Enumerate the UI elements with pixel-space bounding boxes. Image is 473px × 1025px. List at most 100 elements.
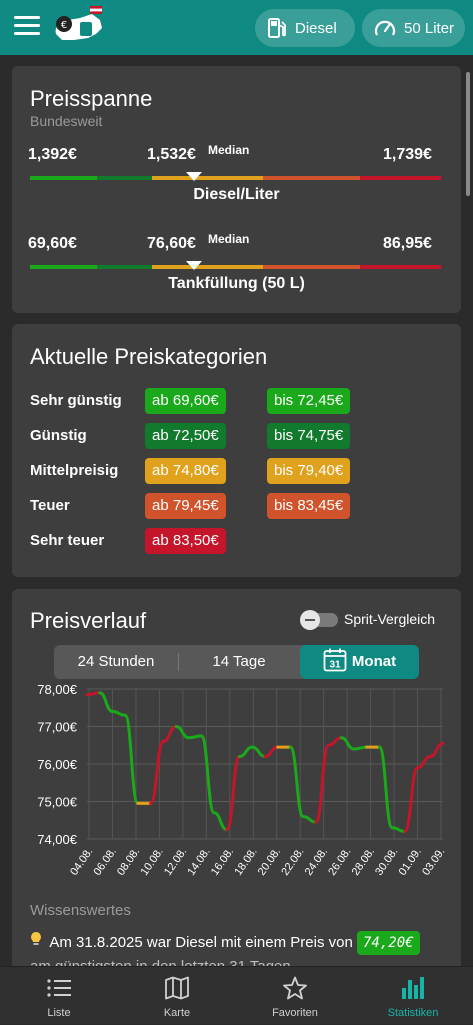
price-range-subtitle: Bundesweit	[30, 113, 103, 129]
category-from-chip: ab 79,45€	[145, 493, 226, 519]
compare-toggle[interactable]	[300, 610, 338, 630]
menu-icon[interactable]	[14, 16, 40, 38]
x-tick-label: 06.08.	[92, 846, 119, 878]
x-tick-label: 26.08.	[326, 846, 353, 878]
price-line-segment	[352, 745, 369, 751]
lightbulb-icon	[30, 931, 46, 955]
nav-label: Favoriten	[272, 1007, 318, 1019]
price-line-segment	[212, 811, 229, 832]
x-tick-label: 18.08.	[232, 846, 259, 878]
tab-14-tage[interactable]: 14 Tage	[212, 653, 266, 670]
bar-chart-icon	[402, 977, 424, 999]
liter-median-marker	[186, 172, 202, 181]
nav-item-karte[interactable]: Karte	[118, 967, 236, 1025]
x-tick-label: 12.08.	[162, 846, 189, 878]
app-logo: €	[55, 6, 102, 40]
price-line-segment	[123, 713, 140, 805]
category-label: Teuer	[30, 497, 70, 514]
price-history-chart: 78,00€ 77,00€ 76,00€ 75,00€ 74,00€04.08.06.0…	[37, 682, 447, 878]
category-row: Sehr günstig ab 69,60€ bis 72,45€	[30, 388, 450, 414]
liter-max-price: 1,739€	[383, 146, 432, 163]
volume-label: 50 Liter	[404, 19, 455, 37]
price-line-segment	[110, 710, 127, 717]
liter-price-bar	[30, 176, 441, 180]
x-tick-label: 14.08.	[185, 846, 212, 878]
price-line-segment	[288, 745, 305, 818]
star-icon	[283, 976, 307, 1000]
tank-median-tag: Median	[208, 232, 250, 246]
calendar-icon: 31	[323, 648, 347, 672]
price-line-segment	[416, 755, 432, 770]
y-tick-label: 75,00€	[37, 795, 78, 810]
price-line-segment	[314, 743, 331, 824]
category-label: Mittelpreisig	[30, 462, 119, 479]
nav-label: Liste	[47, 1007, 71, 1019]
category-row: Teuer ab 79,45€ bis 83,45€	[30, 493, 450, 519]
x-tick-label: 28.08.	[350, 846, 377, 878]
fuel-type-label: Diesel	[295, 19, 337, 37]
volume-selector[interactable]: 50 Liter	[362, 9, 465, 47]
price-line-segment	[161, 725, 178, 743]
bottom-navigation: Liste Karte Favoriten Statistiken	[0, 966, 473, 1024]
price-line-segment	[301, 815, 318, 824]
tank-median-price: 76,60€	[147, 235, 196, 252]
nav-item-liste[interactable]: Liste	[0, 967, 118, 1025]
category-from-chip: ab 72,50€	[145, 423, 226, 449]
price-line-segment	[428, 741, 445, 758]
tank-min-price: 69,60€	[28, 235, 77, 252]
category-label: Sehr teuer	[30, 532, 105, 549]
price-range-card: Preisspanne Bundesweit 1,392€ 1,532€ Med…	[12, 66, 461, 313]
y-tick-label: 74,00€	[37, 832, 78, 847]
x-tick-label: 24.08.	[303, 846, 330, 878]
nav-item-favoriten[interactable]: Favoriten	[236, 967, 354, 1025]
app-bar: € Diesel 50 Liter	[0, 0, 473, 55]
liter-median-price: 1,532€	[147, 146, 196, 163]
price-line-segment	[250, 745, 267, 758]
price-line-segment	[199, 734, 216, 815]
x-tick-label: 20.08.	[256, 846, 283, 878]
price-line-segment	[225, 755, 242, 832]
tab-monat-label: Monat	[351, 653, 397, 670]
price-range-title: Preisspanne	[30, 86, 153, 111]
scrollbar[interactable]	[466, 72, 470, 196]
price-categories-title: Aktuelle Preiskategorien	[30, 344, 268, 369]
nav-item-statistiken[interactable]: Statistiken	[354, 967, 472, 1025]
y-tick-label: 78,00€	[37, 682, 78, 697]
category-to-chip: bis 83,45€	[267, 493, 351, 519]
compare-toggle-label: Sprit-Vergleich	[344, 611, 436, 627]
x-tick-label: 10.08.	[138, 846, 165, 878]
tank-bar-label: Tankfüllung (50 L)	[168, 275, 305, 292]
price-history-card: Preisverlauf Sprit-Vergleich 24 Stunden …	[12, 589, 461, 989]
category-label: Günstig	[30, 427, 87, 444]
list-icon	[47, 979, 71, 997]
price-line-segment	[149, 740, 165, 805]
category-label: Sehr günstig	[30, 392, 122, 409]
calendar-day: 31	[329, 660, 341, 671]
tank-price-bar	[30, 265, 441, 269]
fuel-type-selector[interactable]: Diesel	[255, 9, 355, 47]
price-line-segment	[327, 736, 343, 747]
category-from-chip: ab 83,50€	[145, 528, 226, 554]
tab-monat[interactable]: 31 Monat	[300, 645, 419, 679]
tank-max-price: 86,95€	[383, 235, 432, 252]
y-tick-label: 76,00€	[37, 757, 78, 772]
y-tick-label: 77,00€	[37, 720, 78, 735]
category-row: Sehr teuer ab 83,50€	[30, 528, 450, 554]
liter-median-tag: Median	[208, 143, 250, 157]
tab-24-stunden[interactable]: 24 Stunden	[77, 653, 155, 670]
fact-price-chip: 74,20€	[356, 931, 420, 955]
category-from-chip: ab 74,80€	[145, 458, 226, 484]
x-tick-label: 04.08.	[68, 846, 95, 878]
category-row: Günstig ab 72,50€ bis 74,75€	[30, 423, 450, 449]
price-line-segment	[187, 734, 203, 740]
period-tabs: 24 Stunden 14 Tage 31 Monat	[54, 645, 419, 679]
fuel-pump-icon	[268, 18, 286, 38]
speedometer-icon	[374, 20, 396, 36]
category-to-chip: bis 72,45€	[267, 388, 351, 414]
fact-text: Am 31.8.2025 war Diesel mit einem Preis …	[49, 934, 353, 951]
price-line-segment	[263, 745, 280, 758]
price-categories-card: Aktuelle Preiskategorien Sehr günstig ab…	[12, 324, 461, 577]
x-tick-label: 08.08.	[115, 846, 142, 878]
svg-text:€: €	[61, 20, 67, 31]
nav-label: Statistiken	[387, 1007, 439, 1019]
